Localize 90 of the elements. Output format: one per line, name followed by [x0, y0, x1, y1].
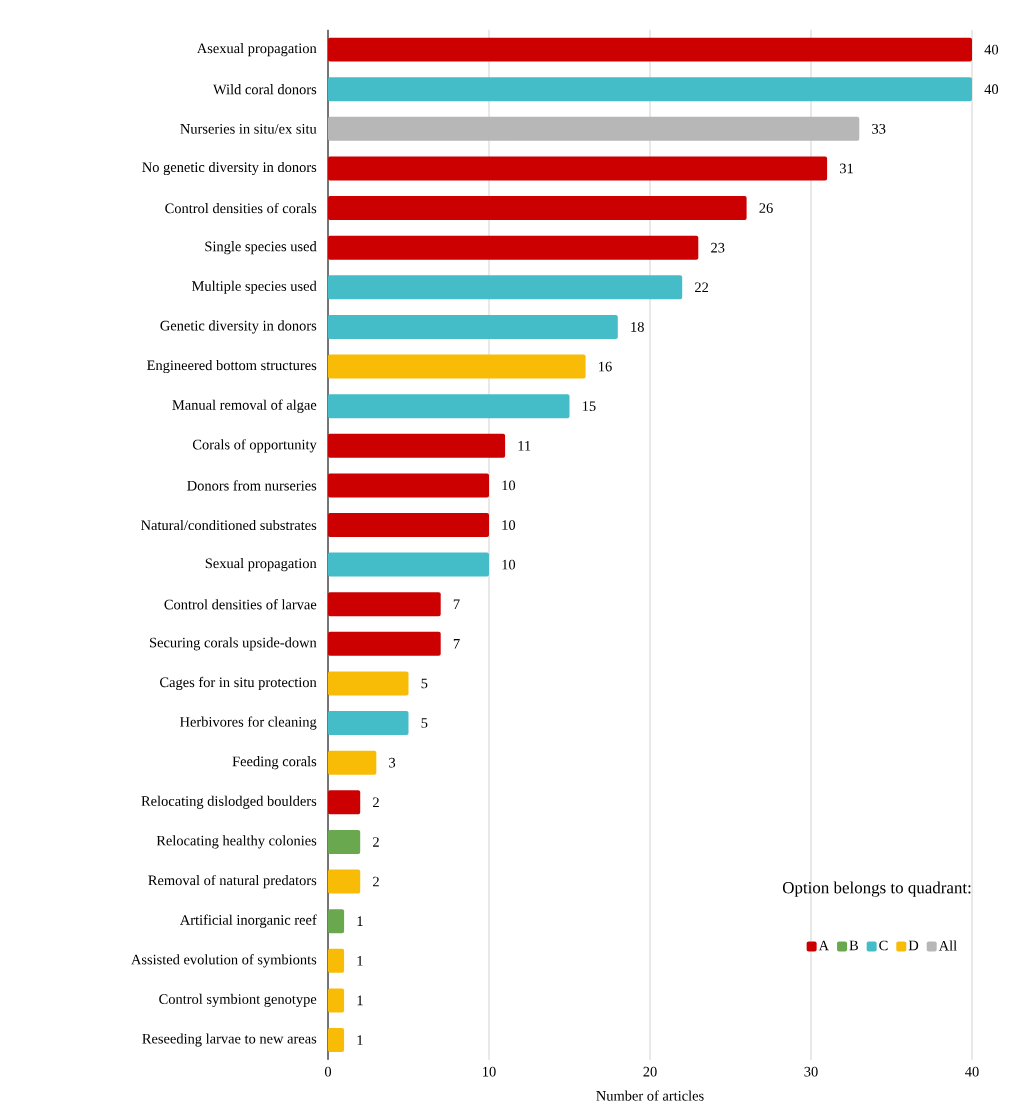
x-tick-label: 20: [643, 1066, 657, 1077]
bar: [328, 869, 361, 894]
y-tick-label: Single species used: [205, 241, 317, 255]
bar: [328, 948, 345, 973]
x-tick-label: 0: [324, 1066, 332, 1077]
y-tick-label: Artificial inorganic reef: [179, 914, 317, 928]
data-label: 1: [357, 955, 363, 966]
data-label: 15: [582, 401, 596, 411]
data-label: 26: [759, 203, 773, 213]
data-label: 10: [502, 520, 516, 530]
data-label: 10: [502, 559, 516, 570]
bar: [328, 592, 441, 617]
data-label: 40: [984, 44, 999, 55]
y-tick-label: Removal of natural predators: [148, 874, 317, 889]
bar: [328, 631, 441, 656]
x-axis-title: Number of articles: [596, 1090, 704, 1101]
legend-label: B: [849, 940, 858, 951]
bar: [328, 671, 409, 696]
data-label: 33: [872, 124, 886, 134]
bar: [328, 1027, 345, 1052]
y-tick-label: No genetic diversity in donors: [142, 161, 317, 176]
y-tick-label: Control densities of larvae: [164, 599, 317, 610]
y-tick-label: Genetic diversity in donors: [160, 320, 317, 334]
data-label: 2: [373, 797, 379, 808]
y-tick-label: Cages for in situ protection: [160, 676, 317, 691]
data-label: 10: [502, 480, 516, 491]
y-tick-label: Asexual propagation: [196, 43, 317, 57]
y-tick-label: Feeding corals: [232, 756, 317, 770]
bar: [328, 314, 618, 339]
legend-label: A: [818, 940, 829, 951]
legend-title: Option belongs to quadrant:: [782, 881, 971, 897]
bar: [328, 909, 345, 934]
bar: [328, 156, 828, 181]
y-tick-label: Nurseries in situ/ex situ: [180, 124, 317, 134]
bar: [328, 394, 570, 419]
y-tick-label: Engineered bottom structures: [147, 359, 317, 374]
data-label: 7: [453, 599, 460, 609]
bar: [328, 790, 361, 815]
bar: [328, 275, 683, 300]
x-tick-label: 40: [965, 1066, 979, 1077]
y-tick-label: Natural/conditioned substrates: [141, 519, 317, 531]
bar: [328, 988, 345, 1013]
bar: [328, 750, 377, 775]
x-tick-label: 30: [804, 1066, 818, 1077]
y-tick-label: Reseeding larvae to new areas: [142, 1033, 317, 1047]
y-tick-label: Herbivores for cleaning: [179, 716, 317, 730]
bar: [328, 552, 489, 577]
bar: [328, 116, 860, 141]
data-label: 3: [389, 757, 396, 768]
bar: [328, 354, 586, 379]
y-tick-label: Control densities of corals: [165, 202, 317, 214]
y-tick-label: Multiple species used: [191, 280, 317, 294]
y-tick-label: Manual removal of algae: [172, 399, 317, 413]
data-label: 1: [357, 995, 363, 1006]
y-tick-label: Securing corals upside-down: [150, 637, 317, 651]
y-tick-label: Donors from nurseries: [187, 480, 317, 491]
data-label: 22: [695, 282, 709, 293]
y-tick-label: Corals of opportunity: [192, 439, 317, 453]
data-label: 23: [711, 242, 725, 253]
x-tick-label: 10: [483, 1066, 496, 1077]
data-label: 5: [421, 678, 428, 689]
data-label: 1: [357, 916, 363, 926]
bar: [328, 513, 489, 537]
y-tick-label: Control symbiont genotype: [159, 993, 317, 1007]
bar: [328, 77, 972, 102]
legend-label: All: [938, 940, 957, 951]
bar: [328, 433, 506, 458]
legend-label: C: [879, 940, 888, 951]
data-label: 40: [984, 84, 999, 95]
data-label: 5: [421, 718, 428, 728]
bar: [328, 829, 361, 854]
y-tick-label: Sexual propagation: [205, 558, 317, 572]
data-label: 2: [373, 837, 379, 847]
legend-label: D: [908, 940, 919, 951]
bar: [328, 37, 972, 62]
y-tick-label: Relocating dislodged boulders: [141, 795, 317, 809]
bar: [328, 711, 409, 736]
data-label: 11: [518, 440, 531, 451]
data-label: 18: [631, 322, 644, 332]
y-tick-label: Relocating healthy colonies: [156, 835, 317, 849]
data-label: 7: [453, 639, 460, 649]
y-tick-label: Wild coral donors: [213, 84, 317, 95]
data-label: 31: [839, 163, 853, 174]
bar: [328, 473, 489, 498]
bar: [328, 235, 699, 260]
data-label: 2: [373, 876, 379, 887]
y-tick-label: Assisted evolution of symbionts: [131, 954, 317, 968]
bar: [328, 196, 747, 221]
data-label: 16: [599, 361, 612, 372]
data-label: 1: [357, 1035, 363, 1045]
